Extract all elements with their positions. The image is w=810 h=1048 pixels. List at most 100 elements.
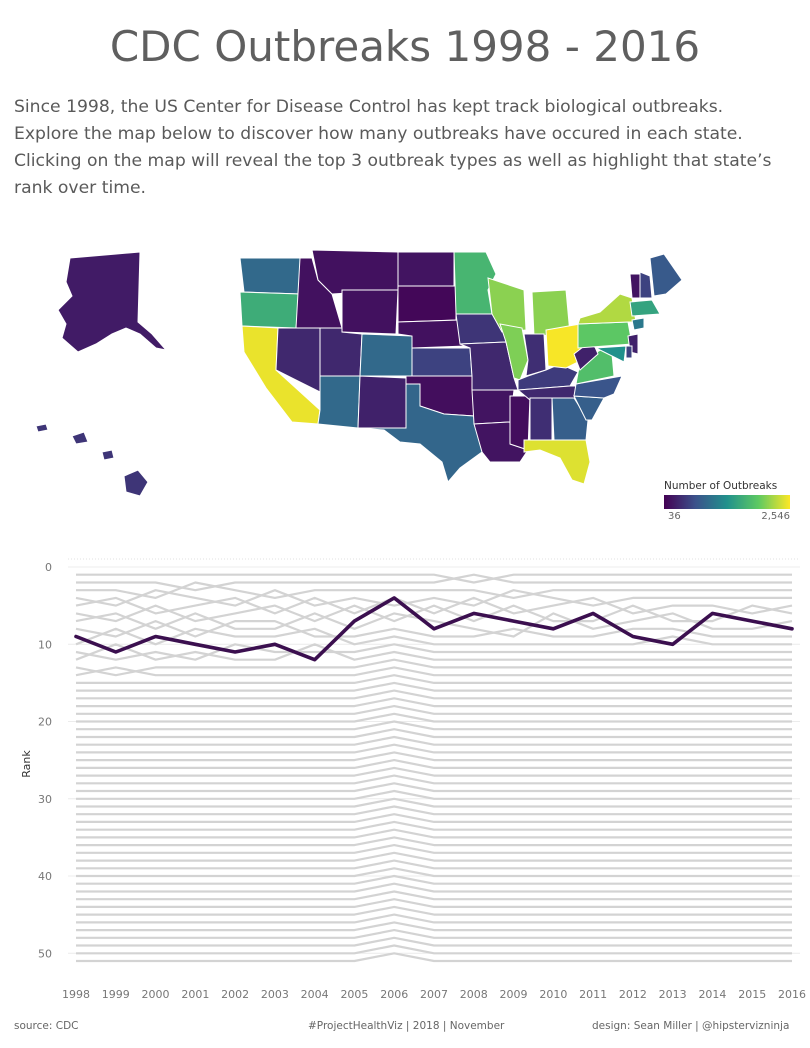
state-rank-line[interactable] xyxy=(75,666,792,677)
y-tick-label: 10 xyxy=(38,638,52,651)
state-rank-line[interactable] xyxy=(76,913,792,924)
state-md[interactable] xyxy=(594,345,627,363)
state-rank-line[interactable] xyxy=(75,643,792,661)
state-rank-line[interactable] xyxy=(76,728,792,739)
state-rank-line[interactable] xyxy=(76,882,792,893)
highlighted-state-rank-line[interactable] xyxy=(74,596,794,662)
state-ut[interactable] xyxy=(319,327,363,377)
state-rank-line[interactable] xyxy=(76,712,792,723)
state-rank-line[interactable] xyxy=(76,828,792,839)
state-fl[interactable] xyxy=(523,439,591,485)
state-rank-line[interactable] xyxy=(75,596,793,615)
rank-line-chart[interactable]: 0 10 20 30 40 50 1998 1999 2000 2001 2002 2003 2004 2… xyxy=(0,555,810,1005)
state-rank-line[interactable] xyxy=(76,789,792,800)
state-rank-line[interactable] xyxy=(76,782,792,793)
state-rank-line[interactable] xyxy=(76,674,792,685)
y-tick-label: 30 xyxy=(38,793,52,806)
state-mt[interactable] xyxy=(311,249,399,295)
footer-source: source: CDC xyxy=(14,1020,79,1032)
state-rank-line[interactable] xyxy=(76,905,792,916)
state-nd[interactable] xyxy=(397,251,455,287)
state-wy[interactable] xyxy=(341,289,399,335)
y-axis-label: Rank xyxy=(20,750,33,778)
state-rank-line[interactable] xyxy=(76,697,792,708)
state-nm[interactable] xyxy=(357,375,407,429)
state-wa[interactable] xyxy=(239,257,301,295)
state-rank-line[interactable] xyxy=(76,766,792,777)
x-tick-label: 1999 xyxy=(102,988,130,1001)
state-rank-line[interactable] xyxy=(76,743,792,754)
state-rank-line[interactable] xyxy=(76,859,792,870)
state-rank-line[interactable] xyxy=(76,952,792,963)
state-rank-line[interactable] xyxy=(75,658,792,677)
state-az[interactable] xyxy=(317,375,361,429)
state-rank-line[interactable] xyxy=(75,627,792,646)
page-title: CDC Outbreaks 1998 - 2016 xyxy=(109,22,701,71)
state-rank-line[interactable] xyxy=(76,705,792,715)
state-co[interactable] xyxy=(359,333,413,377)
state-rank-line[interactable] xyxy=(75,643,792,661)
intro-line: Explore the map below to discover how ma… xyxy=(14,124,743,144)
legend-gradient xyxy=(664,495,790,509)
state-rank-line[interactable] xyxy=(76,797,792,808)
state-ga[interactable] xyxy=(551,397,589,441)
state-rank-line[interactable] xyxy=(75,612,793,638)
x-tick-label: 2006 xyxy=(380,988,408,1001)
state-vt[interactable] xyxy=(629,273,641,299)
state-rank-line[interactable] xyxy=(76,720,792,731)
state-de[interactable] xyxy=(625,345,633,359)
state-ks[interactable] xyxy=(411,347,473,377)
us-choropleth-map[interactable] xyxy=(0,230,810,530)
state-al[interactable] xyxy=(529,397,553,443)
y-tick-label: 0 xyxy=(45,561,52,574)
state-me[interactable] xyxy=(649,253,683,297)
x-tick-label: 2009 xyxy=(500,988,528,1001)
state-ct[interactable] xyxy=(631,317,645,331)
state-rank-line[interactable] xyxy=(76,573,792,592)
state-rank-line[interactable] xyxy=(76,851,792,862)
state-rank-line[interactable] xyxy=(76,581,792,600)
state-rank-line[interactable] xyxy=(76,573,792,584)
state-rank-line[interactable] xyxy=(76,813,792,823)
state-rank-line[interactable] xyxy=(76,805,792,816)
legend-max-label: 2,546 xyxy=(761,511,790,522)
state-rank-line[interactable] xyxy=(76,898,792,908)
state-ak[interactable] xyxy=(57,251,168,353)
state-rank-line[interactable] xyxy=(76,751,792,762)
state-rank-line[interactable] xyxy=(76,890,792,901)
state-nc[interactable] xyxy=(573,375,623,399)
state-rank-line[interactable] xyxy=(76,759,792,769)
state-pa[interactable] xyxy=(577,321,633,349)
state-hi[interactable] xyxy=(35,423,149,497)
state-rank-line[interactable] xyxy=(75,619,792,638)
state-or[interactable] xyxy=(239,291,301,329)
state-rank-line[interactable] xyxy=(76,874,792,885)
state-rank-line[interactable] xyxy=(76,944,792,955)
state-nh[interactable] xyxy=(639,271,653,299)
state-rank-line[interactable] xyxy=(76,735,792,746)
x-tick-label: 2014 xyxy=(698,988,726,1001)
footer-design: design: Sean Miller | @hipstervizninja xyxy=(592,1020,790,1032)
state-rank-line[interactable] xyxy=(76,689,792,700)
state-rank-line[interactable] xyxy=(75,604,793,623)
state-oh[interactable] xyxy=(545,323,583,369)
state-rank-line[interactable] xyxy=(76,867,792,878)
state-rank-line[interactable] xyxy=(76,836,792,847)
state-rank-line[interactable] xyxy=(76,921,792,932)
state-rank-line[interactable] xyxy=(76,820,792,831)
x-tick-label: 2010 xyxy=(539,988,567,1001)
state-rank-line[interactable] xyxy=(75,589,792,607)
state-sd[interactable] xyxy=(397,285,457,323)
intro-line: Since 1998, the US Center for Disease Co… xyxy=(14,97,724,117)
state-rank-line[interactable] xyxy=(76,774,792,785)
y-tick-label: 40 xyxy=(38,870,52,883)
state-rank-line[interactable] xyxy=(76,929,792,939)
state-in[interactable] xyxy=(523,333,547,377)
state-rank-line[interactable] xyxy=(76,936,792,947)
state-ar[interactable] xyxy=(471,389,515,425)
state-rank-line[interactable] xyxy=(76,681,792,692)
x-tick-label: 2002 xyxy=(221,988,249,1001)
state-rank-line[interactable] xyxy=(76,844,792,854)
state-ny[interactable] xyxy=(577,293,637,325)
state-ma[interactable] xyxy=(629,299,661,317)
